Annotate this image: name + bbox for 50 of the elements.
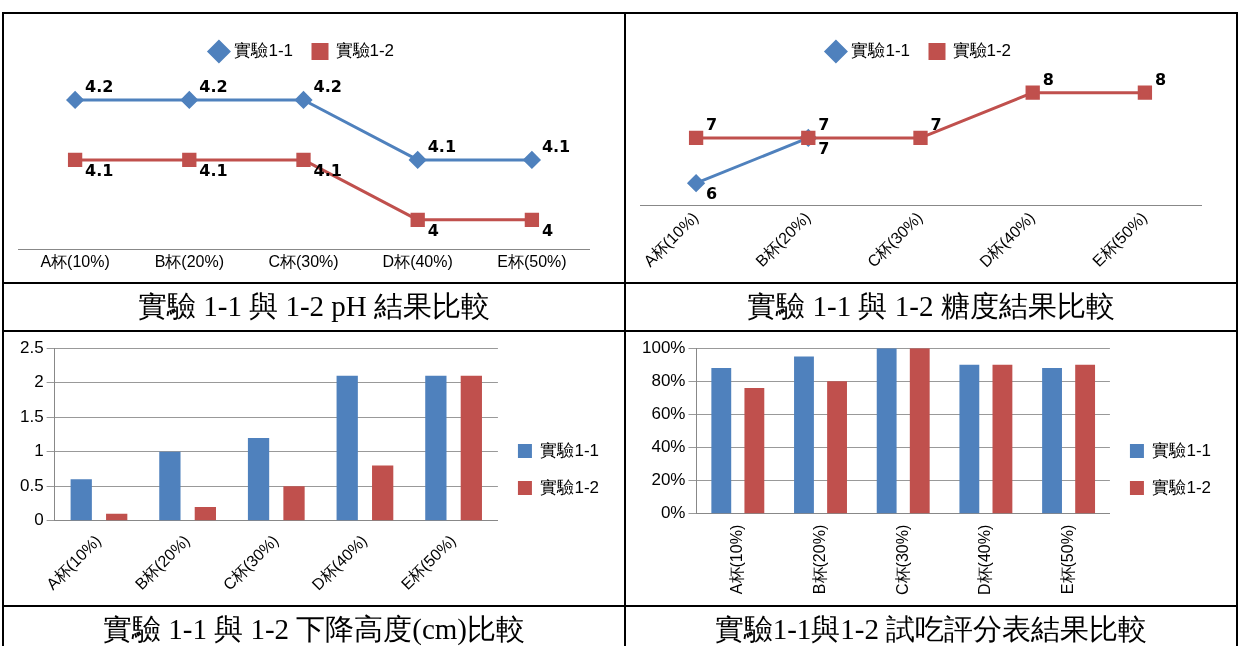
x-tick-label: C杯(30%) <box>268 252 339 270</box>
x-tick-label: E杯(50%) <box>1058 524 1076 595</box>
data-label: 7 <box>706 115 718 135</box>
x-tick-label: A杯(10%) <box>728 524 746 595</box>
y-tick-label: 60% <box>651 404 686 424</box>
data-label: 4.1 <box>199 161 228 181</box>
data-label: 4.1 <box>427 137 457 157</box>
legend-label: 實驗1-2 <box>335 41 395 61</box>
y-tick-label: 0.5 <box>19 475 44 495</box>
data-label: 7 <box>818 115 830 135</box>
data-label: 4.2 <box>85 77 114 97</box>
data-label: 6 <box>706 184 718 204</box>
y-tick-label: 80% <box>651 371 686 390</box>
x-tick-label: B杯(20%) <box>810 524 828 595</box>
y-tick-label: 2 <box>34 372 44 392</box>
y-tick-label: 20% <box>651 470 686 490</box>
x-tick-label: B杯(20%) <box>154 252 224 270</box>
x-tick-label: D杯(40%) <box>976 524 994 595</box>
text: 實驗 1-1 與 1-2 pH 結果比較 <box>4 284 626 332</box>
x-tick-label: E杯(50%) <box>497 252 567 270</box>
legend-label: 實驗1-2 <box>540 477 600 497</box>
data-label: 7 <box>930 115 942 135</box>
text: 實驗1-1與1-2 試吃評分表結果比較 <box>626 607 1238 646</box>
legend-label: 實驗1-1 <box>1152 440 1212 460</box>
data-label: 4.2 <box>199 77 228 97</box>
legend-label: 實驗1-1 <box>851 41 911 61</box>
y-tick-label: 1.5 <box>19 406 44 426</box>
y-tick-label: 100% <box>642 337 686 357</box>
legend-label: 實驗1-2 <box>952 41 1012 61</box>
legend-label: 實驗1-1 <box>234 41 294 61</box>
legend-label: 實驗1-1 <box>540 440 600 460</box>
y-tick-label: 40% <box>651 437 686 457</box>
data-label: 4.1 <box>541 137 571 157</box>
y-tick-label: 2.5 <box>19 337 44 357</box>
x-tick-label: C杯(30%) <box>893 524 911 595</box>
y-tick-label: 0% <box>660 503 686 523</box>
text: 實驗 1-1 與 1-2 糖度結果比較 <box>626 284 1238 332</box>
x-tick-label: D杯(40%) <box>382 252 453 270</box>
data-label: 8 <box>1042 69 1054 89</box>
data-label: 4 <box>427 220 439 240</box>
x-tick-label: A杯(10%) <box>40 252 110 270</box>
legend-label: 實驗1-2 <box>1152 477 1212 497</box>
data-label: 4.2 <box>313 77 342 97</box>
data-label: 7 <box>818 139 830 159</box>
y-tick-label: 1 <box>34 441 44 461</box>
data-label: 4 <box>541 220 554 240</box>
y-tick-label: 0 <box>34 510 44 530</box>
text: 實驗 1-1 與 1-2 下降高度(cm)比較 <box>4 607 626 646</box>
data-label: 4.1 <box>85 161 114 181</box>
data-label: 8 <box>1154 69 1167 89</box>
